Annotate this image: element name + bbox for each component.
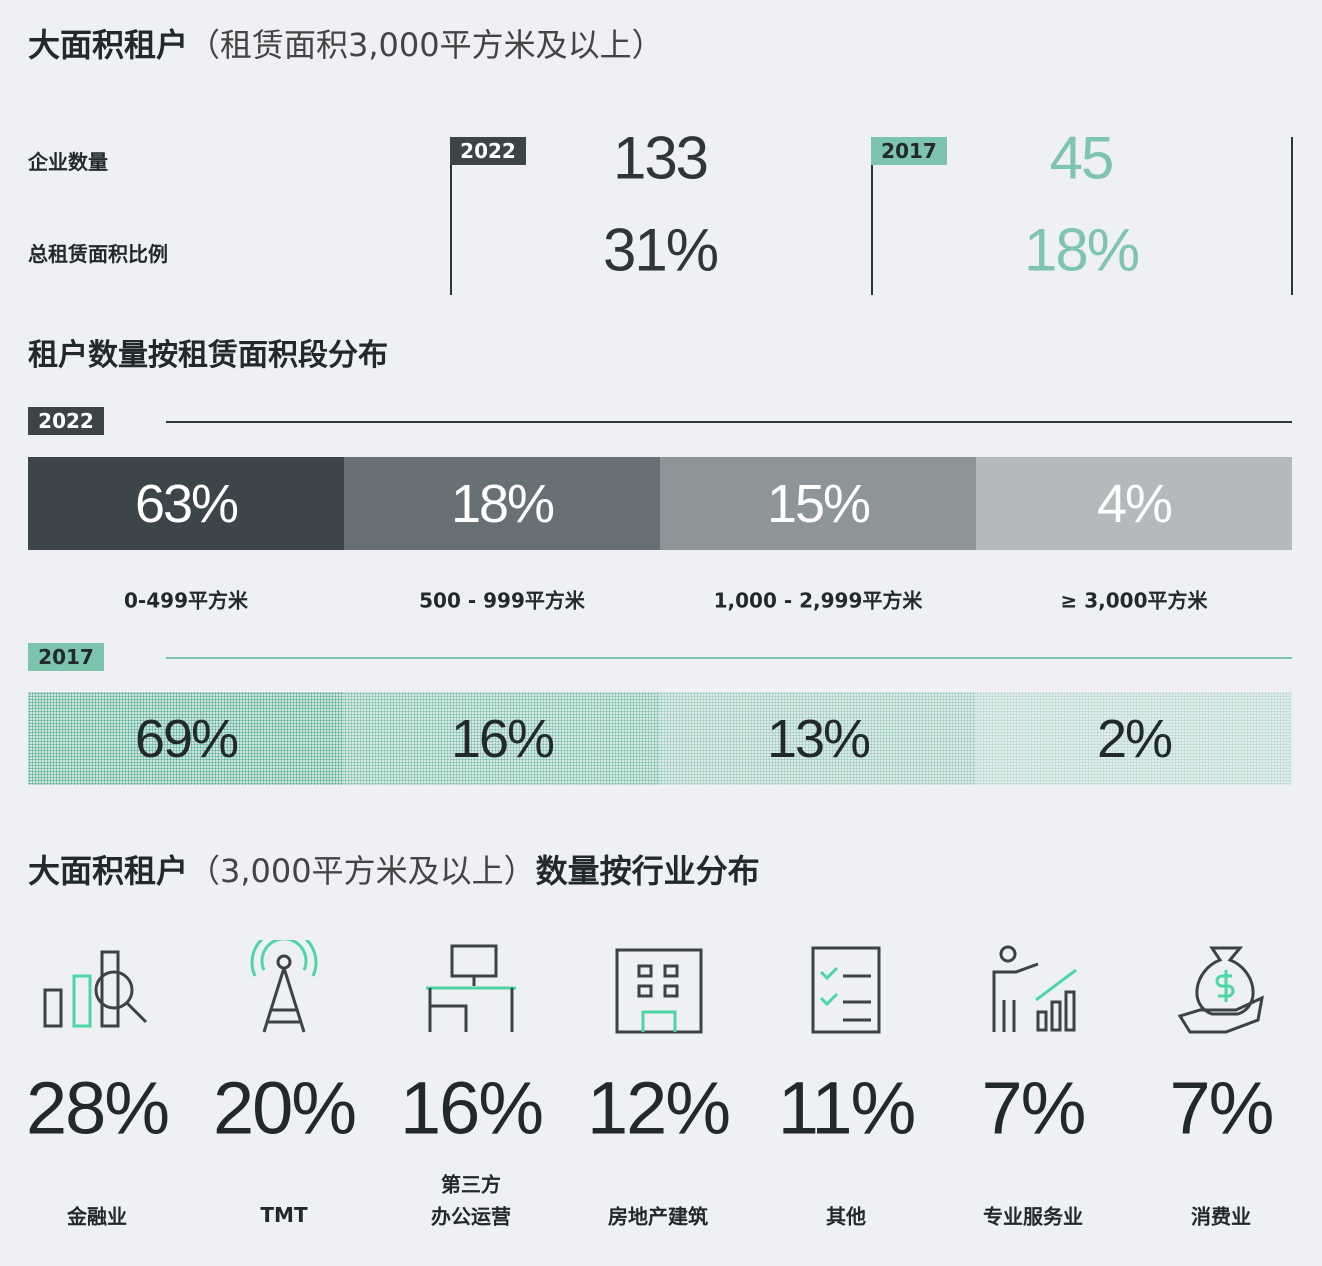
row-label: 总租赁面积比例 [28,242,168,266]
icon-building [615,948,703,1034]
summary-value: 133 [612,124,709,192]
title-bold: 大面积租户 [28,852,189,890]
year-tag: 2022 [28,407,104,435]
flag-pole [871,137,873,295]
section-title: 大面积租户（3,000平方米及以上）数量按行业分布 [28,846,760,892]
industry-value: 16% [399,1066,544,1150]
icon-professional [992,945,1077,1032]
bar-segment [976,457,1292,550]
industry-label: 其他 [826,1204,866,1229]
icon-office [426,944,516,1032]
bar-value: 69% [134,709,239,769]
year-tag: 2022 [450,137,526,165]
icon-tmt [250,940,318,1033]
title-bold: 数量按行业分布 [535,852,760,890]
industry-label: 专业服务业 [983,1204,1083,1229]
category-label: ≥ 3,000平方米 [1060,588,1208,613]
row-label: 企业数量 [28,150,108,174]
bar-segment [344,692,660,785]
bar-value: 63% [134,474,239,534]
bar-value: 16% [450,709,555,769]
industry-value: 20% [212,1066,357,1150]
summary-value: 18% [1023,216,1140,284]
industry-value: 28% [25,1066,170,1150]
industry-value: 12% [586,1066,731,1150]
flag-pole [450,137,452,295]
section-title: 大面积租户（租赁面积3,000平方米及以上） [28,20,664,66]
summary-value: 45 [1049,124,1115,192]
flag-end [1291,137,1293,295]
industry-label: 办公运营 [431,1204,511,1229]
year-tag: 2017 [28,643,104,671]
industry-value: 7% [981,1066,1087,1150]
bar-segment [344,457,660,550]
industry-label: 房地产建筑 [608,1204,708,1229]
bar-segment [28,457,344,550]
industry-label: TMT [260,1203,308,1227]
bar-value: 4% [1096,474,1173,534]
year-tag: 2017 [871,137,947,165]
bar-value: 13% [766,709,871,769]
category-label: 500 - 999平方米 [419,588,585,613]
bar-value: 15% [766,474,871,534]
title-rest: （租赁面积3,000平方米及以上） [188,26,664,64]
year-rule [166,421,1292,423]
bar-segment [976,692,1292,785]
year-rule [166,657,1292,659]
industry-value: 11% [777,1066,917,1150]
icon-finance [43,950,148,1028]
bar-value: 2% [1096,709,1173,769]
industry-label: 第三方 [441,1172,501,1197]
icon-consumer [1177,946,1264,1034]
industry-label: 金融业 [67,1204,127,1229]
bar-segment [660,457,976,550]
section-title: 租户数量按租赁面积段分布 [28,338,388,373]
category-label: 0-499平方米 [124,588,248,613]
industry-label: 消费业 [1191,1204,1251,1229]
industry-value: 7% [1169,1066,1275,1150]
icon-checklist [811,946,881,1034]
summary-value: 31% [602,216,719,284]
bar-value: 18% [450,474,555,534]
bar-segment [28,692,344,785]
bar-segment [660,692,976,785]
title-rest: （3,000平方米及以上） [188,852,536,890]
title-bold: 大面积租户 [28,26,189,64]
category-label: 1,000 - 2,999平方米 [713,588,923,613]
